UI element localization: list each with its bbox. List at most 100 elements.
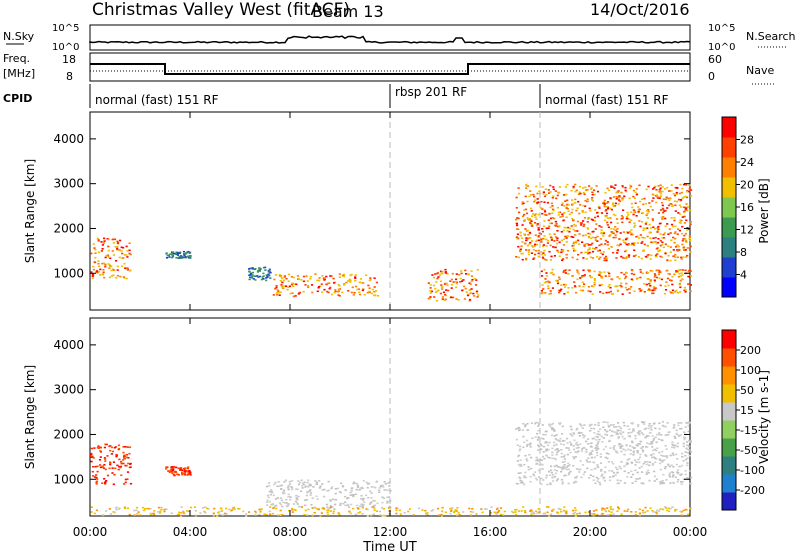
- colorbar-swatch: [722, 177, 736, 198]
- data-cell: [433, 296, 436, 298]
- data-cell: [481, 511, 484, 514]
- data-cell: [578, 512, 581, 515]
- data-cell: [553, 469, 556, 471]
- data-cell: [590, 276, 593, 279]
- data-cell: [524, 228, 527, 230]
- data-cell: [98, 270, 101, 273]
- data-cell: [577, 468, 580, 471]
- data-cell: [332, 277, 335, 280]
- data-cell: [683, 438, 686, 441]
- data-cell: [519, 479, 522, 482]
- data-cell: [610, 227, 613, 230]
- data-cell: [258, 269, 261, 271]
- data-cell: [580, 424, 583, 427]
- data-cell: [604, 471, 607, 474]
- data-cell: [157, 506, 160, 509]
- data-cell: [373, 500, 376, 502]
- data-cell: [354, 280, 357, 282]
- data-cell: [128, 446, 132, 449]
- data-cell: [318, 279, 321, 282]
- data-cell: [681, 216, 684, 218]
- data-cell: [591, 197, 594, 199]
- data-cell: [542, 257, 545, 259]
- data-cell: [666, 455, 669, 457]
- data-cell: [113, 446, 116, 449]
- data-cell: [284, 479, 287, 482]
- data-cell: [574, 480, 577, 483]
- data-cell: [137, 511, 140, 513]
- data-cell: [630, 286, 633, 288]
- data-cell: [641, 421, 644, 423]
- data-cell: [377, 489, 381, 491]
- data-cell: [662, 211, 665, 214]
- data-cell: [320, 512, 323, 514]
- data-cell: [323, 508, 326, 510]
- data-cell: [535, 456, 538, 459]
- data-cell: [188, 510, 191, 513]
- data-cell: [611, 470, 614, 472]
- data-cell: [652, 188, 655, 190]
- data-cell: [170, 512, 173, 514]
- data-cell: [638, 220, 641, 222]
- data-cell: [632, 430, 635, 432]
- data-cell: [631, 422, 634, 424]
- data-cell: [436, 272, 439, 274]
- data-cell: [280, 283, 283, 286]
- data-cell: [149, 512, 152, 515]
- data-cell: [547, 285, 550, 287]
- data-cell: [676, 186, 679, 189]
- data-cell: [530, 456, 533, 459]
- data-cell: [604, 509, 607, 512]
- data-cell: [573, 241, 576, 243]
- data-cell: [537, 255, 540, 258]
- data-cell: [682, 509, 685, 512]
- data-cell: [590, 512, 594, 515]
- nsky-frame: [89, 24, 691, 51]
- data-cell: [124, 481, 127, 484]
- data-cell: [527, 468, 530, 471]
- data-cell: [373, 507, 376, 509]
- data-cell: [447, 289, 450, 292]
- data-cell: [429, 284, 432, 286]
- data-cell: [95, 271, 98, 273]
- data-cell: [661, 424, 664, 427]
- data-cell: [93, 447, 96, 449]
- data-cell: [483, 508, 487, 510]
- data-cell: [650, 254, 653, 257]
- data-cell: [547, 470, 551, 473]
- data-cell: [355, 482, 359, 485]
- data-cell: [605, 434, 609, 436]
- data-cell: [645, 283, 648, 286]
- data-cell: [112, 238, 115, 241]
- data-cell: [598, 249, 601, 252]
- data-cell: [321, 489, 324, 491]
- data-cell: [653, 470, 656, 473]
- data-cell: [664, 425, 667, 428]
- data-cell: [547, 456, 550, 459]
- data-cell: [533, 195, 536, 198]
- data-cell: [378, 491, 381, 493]
- data-cell: [617, 436, 620, 438]
- data-cell: [98, 459, 102, 461]
- data-cell: [685, 256, 688, 258]
- data-cell: [115, 277, 118, 279]
- data-cell: [430, 290, 433, 293]
- data-cell: [681, 187, 684, 190]
- data-cell: [174, 471, 177, 474]
- data-cell: [183, 512, 186, 515]
- data-cell: [329, 286, 332, 289]
- data-cell: [659, 195, 662, 198]
- data-cell: [376, 502, 379, 505]
- data-cell: [644, 454, 647, 456]
- data-cell: [667, 204, 670, 207]
- data-cell: [645, 471, 648, 474]
- data-cell: [637, 209, 641, 212]
- data-cell: [557, 466, 560, 468]
- data-cell: [609, 429, 612, 431]
- data-cell: [119, 465, 122, 468]
- data-cell: [589, 442, 592, 445]
- data-cell: [586, 200, 589, 203]
- data-cell: [369, 277, 372, 279]
- data-cell: [569, 451, 572, 454]
- data-cell: [316, 498, 319, 500]
